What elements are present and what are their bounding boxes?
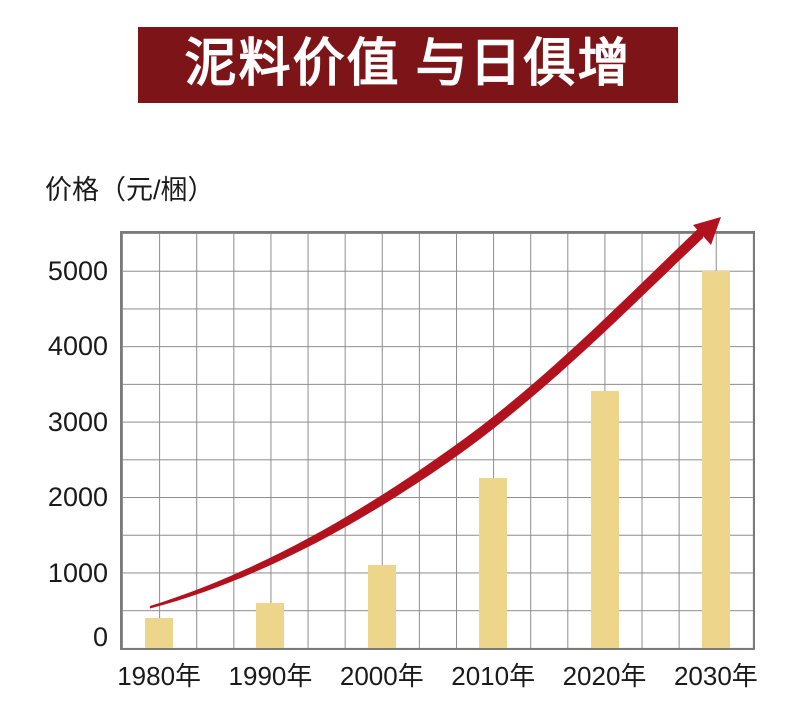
bar-2020年: [590, 391, 619, 648]
bar-1980年: [145, 617, 174, 648]
bar-2000年: [367, 565, 396, 648]
x-axis-label-2010年: 2010年: [451, 661, 536, 691]
y-axis-tick-label-5000: 5000: [47, 255, 108, 286]
x-axis-label-2030年: 2030年: [673, 661, 758, 691]
y-axis-tick-label-1000: 1000: [47, 557, 108, 588]
page-title: 泥料价值 与日俱增: [184, 36, 632, 93]
y-axis-tick-label-0: 0: [92, 622, 108, 652]
x-axis-label-1990年: 1990年: [228, 661, 313, 691]
bar-1990年: [256, 602, 285, 648]
chart-plot-area: [120, 231, 755, 650]
title-banner: 泥料价值 与日俱增: [138, 27, 678, 103]
x-axis-label-2000年: 2000年: [339, 661, 424, 691]
bar-2030年: [701, 270, 730, 648]
x-axis-label-2020年: 2020年: [562, 661, 647, 691]
x-axis-label-1980年: 1980年: [117, 661, 202, 691]
y-axis-tick-label-4000: 4000: [47, 331, 108, 362]
y-axis-unit-label: 价格（元/梱）: [45, 175, 215, 205]
y-axis-tick-label-2000: 2000: [47, 482, 108, 513]
y-axis-tick-label-3000: 3000: [47, 406, 108, 437]
bar-2010年: [479, 478, 508, 648]
